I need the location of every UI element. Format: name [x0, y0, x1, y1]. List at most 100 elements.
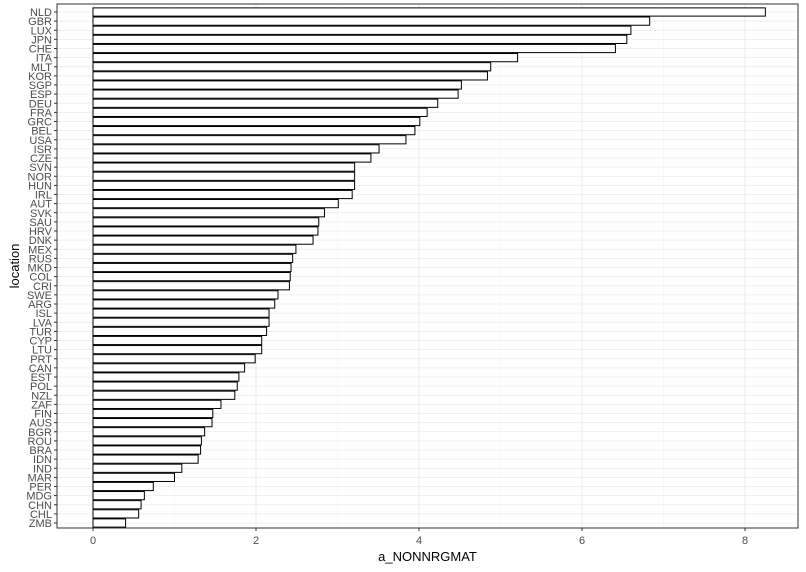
- bar-nld: [92, 7, 766, 17]
- bar-chl: [92, 509, 140, 519]
- y-tick-label: MAR: [28, 472, 53, 484]
- bar-cri: [92, 281, 290, 291]
- y-tick-label: DNK: [29, 235, 53, 247]
- y-tick-label: KOR: [28, 71, 52, 83]
- bar-cyp: [92, 335, 263, 346]
- y-tick-label: MLT: [31, 62, 52, 74]
- y-tick-label: SAU: [29, 217, 52, 229]
- y-tick-label: CHE: [29, 44, 52, 56]
- y-tick-label: DEU: [29, 98, 52, 110]
- bar-rou: [92, 436, 202, 446]
- y-tick-label: CAN: [29, 363, 52, 375]
- y-tick-label: IDN: [33, 454, 52, 466]
- y-tick-label: ROU: [28, 436, 53, 448]
- bar-jpn: [92, 34, 628, 44]
- bar-sgp: [92, 80, 462, 90]
- x-tick-label: 4: [416, 535, 422, 547]
- bar-pol: [92, 381, 238, 391]
- x-tick-label: 2: [253, 535, 259, 547]
- bar-mex: [92, 244, 297, 254]
- y-tick-label: SGP: [29, 80, 52, 92]
- y-tick-label: PRT: [30, 354, 52, 366]
- bar-est: [92, 372, 240, 382]
- bar-mar: [92, 472, 175, 482]
- bar-zaf: [92, 399, 222, 409]
- y-tick-label: CRI: [33, 281, 52, 293]
- bar-che: [92, 43, 616, 54]
- bar-mkd: [92, 262, 292, 273]
- y-tick-label: EST: [31, 372, 53, 384]
- bar-swe: [92, 290, 279, 300]
- y-tick-label: CYP: [29, 336, 52, 348]
- y-tick-label: LTU: [32, 345, 52, 357]
- bar-irl: [92, 189, 353, 200]
- bar-aut: [92, 199, 339, 209]
- bar-hrv: [92, 226, 319, 236]
- bar-fra: [92, 107, 428, 117]
- x-axis-ticks: 0 2 4 6 8: [90, 528, 748, 547]
- bar-dnk: [92, 235, 314, 245]
- y-tick-label: MEX: [28, 244, 53, 256]
- y-tick-label: NLD: [30, 7, 52, 19]
- y-axis-ticks: NLDGBRLUXJPNCHEITAMLTKORSGPESPDEUFRAGRCB…: [26, 7, 57, 530]
- bar-isr: [92, 144, 380, 154]
- y-tick-label: GRC: [28, 117, 53, 129]
- y-axis-title: location: [7, 244, 22, 289]
- y-tick-label: IRL: [35, 190, 52, 202]
- y-tick-label: IND: [33, 463, 52, 475]
- bar-usa: [92, 135, 407, 145]
- y-tick-label: SVN: [29, 162, 52, 174]
- bar-gbr: [92, 16, 651, 26]
- x-axis-title: a_NONNRGMAT: [378, 549, 477, 564]
- bar-bgr: [92, 427, 206, 437]
- y-tick-label: NZL: [31, 390, 52, 402]
- y-tick-label: PER: [29, 482, 52, 494]
- y-tick-label: ZAF: [31, 399, 52, 411]
- y-tick-label: ARG: [28, 299, 52, 311]
- y-tick-label: MKD: [28, 263, 53, 275]
- bar-svn: [92, 162, 356, 172]
- y-tick-label: SVK: [30, 208, 53, 220]
- bars: [92, 7, 766, 528]
- bar-arg: [92, 299, 276, 309]
- bar-lux: [92, 25, 632, 35]
- bar-grc: [92, 116, 421, 127]
- bar-can: [92, 363, 246, 373]
- bar-col: [92, 272, 291, 282]
- y-tick-label: BGR: [28, 427, 52, 439]
- bar-lva: [92, 317, 270, 327]
- y-tick-label: HRV: [29, 226, 53, 238]
- y-tick-label: GBR: [28, 16, 52, 28]
- bar-zmb: [92, 518, 127, 528]
- y-tick-label: POL: [30, 381, 52, 393]
- y-tick-label: ISL: [35, 308, 52, 320]
- bar-bel: [92, 126, 416, 136]
- bar-rus: [92, 253, 294, 263]
- y-tick-label: USA: [29, 135, 52, 147]
- y-tick-label: CHN: [28, 500, 52, 512]
- bar-mdg: [92, 491, 145, 501]
- bar-bra: [92, 445, 202, 455]
- bar-kor: [92, 71, 488, 81]
- bar-prt: [92, 354, 256, 364]
- y-tick-label: ITA: [36, 53, 53, 65]
- bar-esp: [92, 89, 459, 99]
- bar-aus: [92, 418, 213, 428]
- bar-isl: [92, 308, 270, 318]
- y-tick-label: AUS: [29, 418, 52, 430]
- bar-fin: [92, 408, 214, 419]
- y-tick-label: HUN: [28, 180, 52, 192]
- y-tick-label: ZMB: [29, 518, 52, 530]
- y-tick-label: AUT: [30, 199, 52, 211]
- y-tick-label: MDG: [26, 491, 52, 503]
- x-tick-label: 0: [90, 535, 96, 547]
- bar-hun: [92, 180, 356, 190]
- y-tick-label: RUS: [29, 253, 52, 265]
- bar-nor: [92, 171, 356, 181]
- x-tick-label: 6: [579, 535, 585, 547]
- x-tick-label: 8: [742, 535, 748, 547]
- bar-ita: [92, 53, 519, 63]
- bar-nzl: [92, 390, 236, 400]
- bar-ind: [92, 463, 183, 473]
